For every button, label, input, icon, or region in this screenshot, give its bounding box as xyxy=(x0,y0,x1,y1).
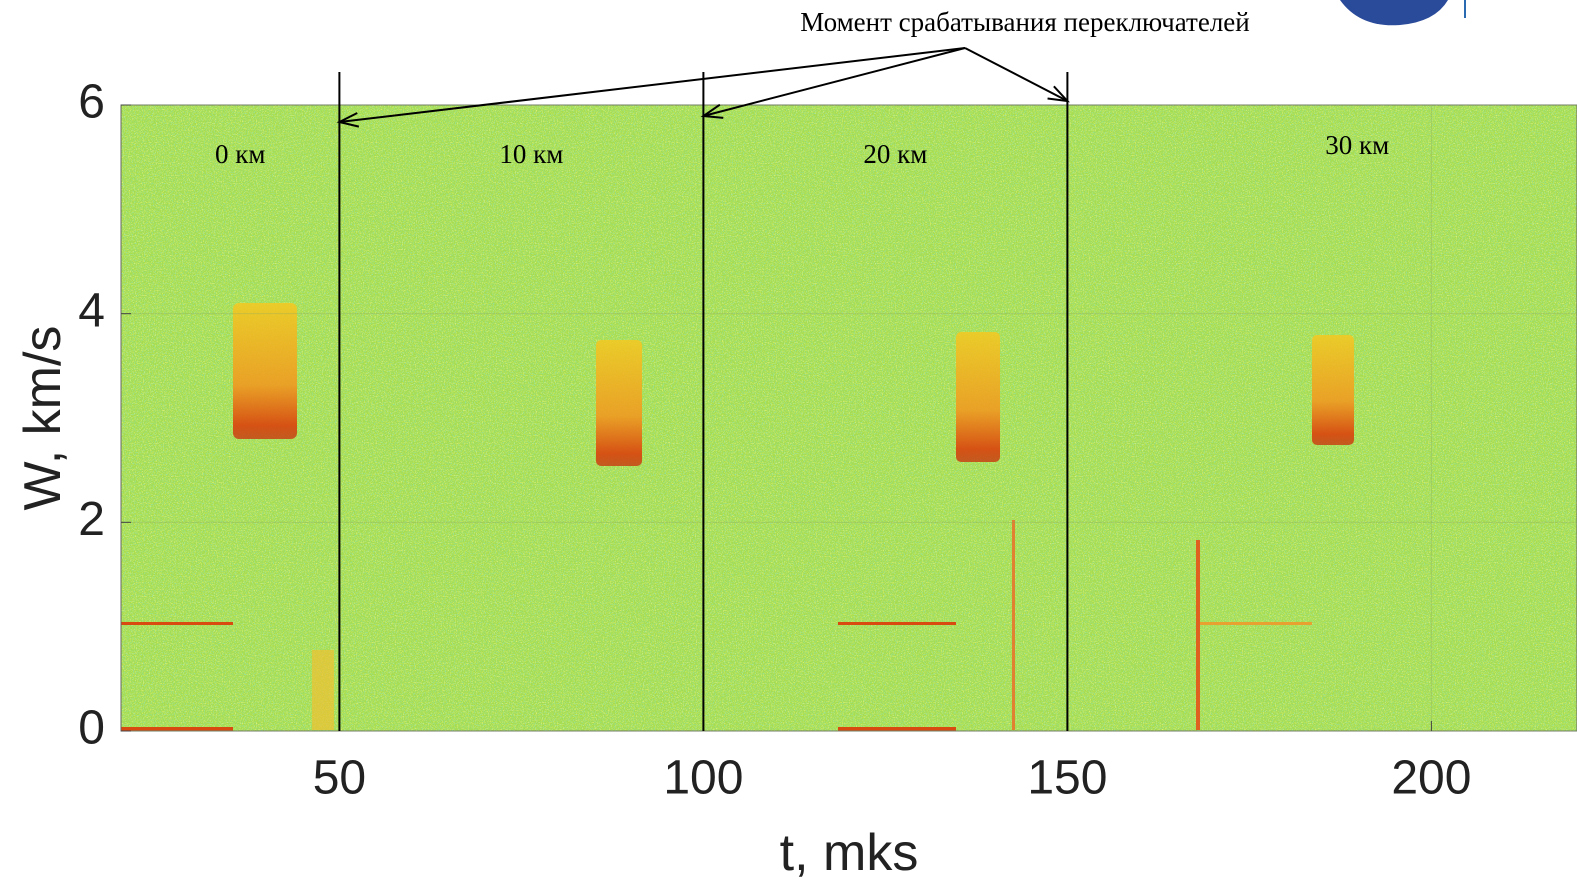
streak xyxy=(838,727,956,731)
segment-label: 0 км xyxy=(215,139,265,169)
streak xyxy=(1200,622,1312,625)
hotspot xyxy=(956,332,1000,462)
x-axis-label: t, mks xyxy=(780,824,919,882)
y-tick-label: 0 xyxy=(78,702,105,755)
arrow-head xyxy=(336,112,360,128)
annotation: Момент срабатывания переключателей xyxy=(800,7,1249,37)
arrow-head xyxy=(700,103,724,119)
annotation-arrow xyxy=(703,47,966,117)
streak xyxy=(838,622,956,625)
y-tick-label: 2 xyxy=(78,493,105,546)
streak xyxy=(1012,520,1015,730)
streak xyxy=(312,650,334,730)
y-tick-label: 4 xyxy=(78,284,105,337)
annotation-arrow xyxy=(339,47,966,123)
streak xyxy=(1196,540,1200,730)
hotspot xyxy=(596,340,642,466)
segment-label: 30 км xyxy=(1325,130,1389,160)
streak xyxy=(121,727,233,731)
segment-label: 20 км xyxy=(863,139,927,169)
x-tick-label: 100 xyxy=(663,752,743,805)
plot-frame xyxy=(120,104,1577,732)
heatmap xyxy=(121,105,1577,731)
annotation-arrow xyxy=(964,47,1068,102)
x-tick-label: 150 xyxy=(1027,752,1107,805)
x-tick-label: 50 xyxy=(313,752,366,805)
logo xyxy=(1340,0,1466,26)
y-axis-label: W, km/s xyxy=(14,326,72,511)
hotspot xyxy=(1312,335,1354,445)
x-tick-label: 200 xyxy=(1391,752,1471,805)
arrow-head xyxy=(1047,85,1070,103)
segment-label: 10 км xyxy=(499,139,563,169)
hotspot xyxy=(233,303,297,439)
y-tick-label: 6 xyxy=(78,76,105,129)
streak xyxy=(121,622,233,625)
